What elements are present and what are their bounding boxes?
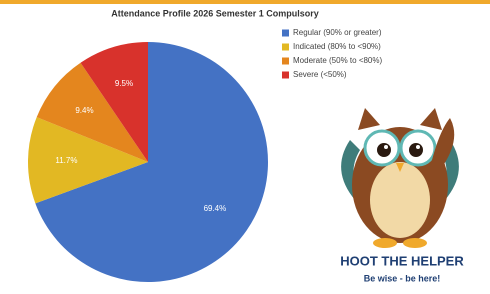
legend-swatch: [282, 44, 289, 51]
legend-swatch: [282, 72, 289, 79]
chart-title: Attendance Profile 2026 Semester 1 Compu…: [111, 8, 319, 18]
slice-label: 11.7%: [55, 156, 77, 165]
legend-label: Regular (90% or greater): [293, 28, 382, 37]
legend-label: Severe (<50%): [293, 70, 347, 79]
legend-swatch: [282, 58, 289, 65]
mascot-slogan: Be wise - be here!: [364, 273, 441, 283]
slice-label: 69.4%: [204, 204, 227, 213]
page: Attendance Profile 2026 Semester 1 Compu…: [0, 0, 490, 294]
legend-label: Indicated (80% to <90%): [293, 42, 381, 51]
legend-label: Moderate (50% to <80%): [293, 56, 382, 65]
top-border: [0, 0, 490, 4]
legend-swatch: [282, 30, 289, 37]
slice-label: 9.4%: [75, 106, 93, 115]
owl: [341, 108, 459, 248]
mascot-name: HOOT THE HELPER: [340, 253, 464, 268]
slice-label: 9.5%: [115, 79, 133, 88]
